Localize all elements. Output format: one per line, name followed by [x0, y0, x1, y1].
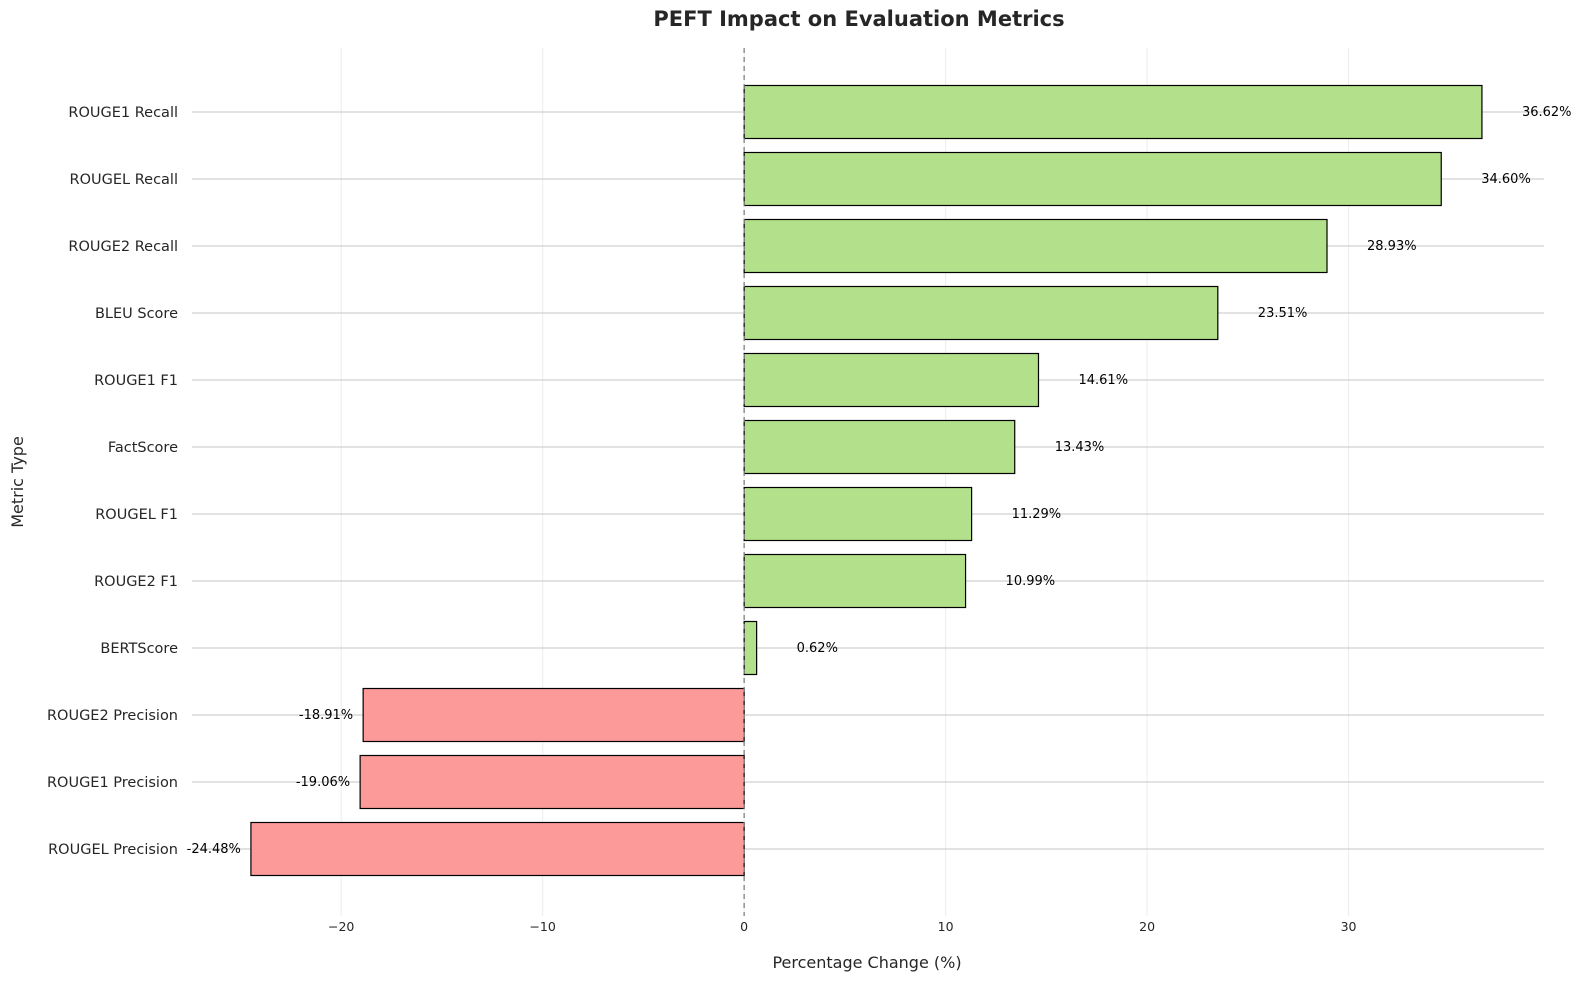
category-label: ROUGE2 Recall — [68, 239, 178, 255]
category-label: ROUGEL Precision — [48, 842, 178, 858]
category-label: ROUGE2 F1 — [94, 574, 178, 590]
value-label: 28.93% — [1367, 239, 1417, 254]
chart-title: PEFT Impact on Evaluation Metrics — [653, 7, 1064, 31]
bar-rouge2-f1 — [743, 553, 967, 609]
bar-rouge1-recall — [743, 84, 1483, 140]
value-label: 14.61% — [1078, 373, 1128, 388]
x-axis-label: Percentage Change (%) — [772, 953, 961, 972]
bar-rouge2-precision — [362, 687, 745, 743]
x-tick-label: −20 — [328, 919, 354, 934]
bar-bertscore — [743, 620, 758, 676]
bar-rouge1-precision — [359, 754, 745, 810]
bar-rougel-recall — [743, 151, 1442, 207]
category-label: FactScore — [108, 440, 178, 456]
bar-rougel-precision — [250, 821, 745, 877]
y-axis-label: Metric Type — [8, 436, 27, 528]
bars — [250, 84, 1483, 877]
x-tick-label: −10 — [529, 919, 555, 934]
bar-rouge2-recall — [743, 218, 1328, 274]
category-label: BERTScore — [100, 641, 178, 657]
category-label: ROUGEL F1 — [95, 507, 178, 523]
x-tick-label: 30 — [1341, 919, 1357, 934]
value-label: -18.91% — [299, 708, 353, 723]
bar-factscore — [743, 419, 1016, 475]
category-label: ROUGE1 Precision — [47, 775, 178, 791]
value-label: 34.60% — [1481, 172, 1531, 187]
bar-bleu-score — [743, 285, 1219, 341]
value-label: 36.62% — [1522, 105, 1572, 120]
category-label: ROUGE1 F1 — [94, 373, 178, 389]
value-label: 13.43% — [1055, 440, 1105, 455]
x-tick-label: 0 — [740, 919, 748, 934]
value-label: -24.48% — [187, 842, 241, 857]
bar-rougel-f1 — [743, 486, 973, 542]
category-labels: ROUGE1 Recall ROUGEL Recall ROUGE2 Recall B… — [47, 105, 178, 858]
category-label: BLEU Score — [95, 306, 178, 322]
value-label: 11.29% — [1012, 507, 1062, 522]
x-axis-ticks: −20 −10 0 10 20 30 — [328, 919, 1357, 934]
x-tick-label: 10 — [938, 919, 954, 934]
value-label: 0.62% — [797, 641, 838, 656]
value-label: 23.51% — [1258, 306, 1308, 321]
bar-rouge1-f1 — [743, 352, 1040, 408]
value-label: 10.99% — [1006, 574, 1056, 589]
value-label: -19.06% — [296, 775, 350, 790]
category-label: ROUGEL Recall — [70, 172, 178, 188]
value-labels: 36.62% 34.60% 28.93% 23.51% 14.61% 13.43% 11.2… — [187, 105, 1572, 857]
x-tick-label: 20 — [1139, 919, 1155, 934]
category-label: ROUGE2 Precision — [47, 708, 178, 724]
category-label: ROUGE1 Recall — [68, 105, 178, 121]
